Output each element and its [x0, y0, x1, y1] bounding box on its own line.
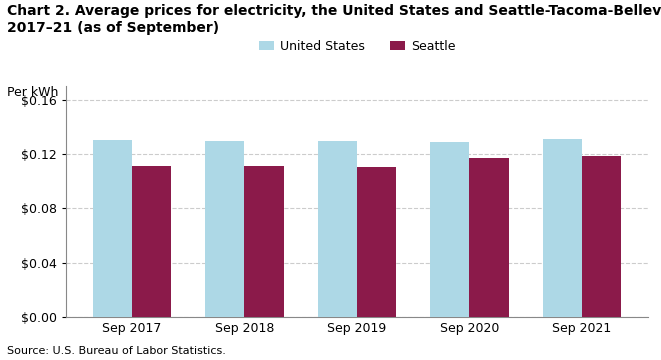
Bar	[357, 167, 397, 317]
Bar	[245, 166, 284, 317]
Text: Chart 2. Average prices for electricity, the United States and Seattle-Tacoma-Be: Chart 2. Average prices for electricity,…	[7, 4, 661, 35]
Text: Per kWh: Per kWh	[7, 86, 58, 99]
Bar	[317, 141, 357, 317]
Bar	[543, 139, 582, 317]
Bar	[582, 156, 621, 317]
Bar	[469, 158, 509, 317]
Bar	[132, 166, 171, 317]
Legend: United States, Seattle: United States, Seattle	[254, 35, 460, 58]
Bar	[205, 141, 245, 317]
Text: Source: U.S. Bureau of Labor Statistics.: Source: U.S. Bureau of Labor Statistics.	[7, 346, 225, 356]
Bar	[430, 142, 469, 317]
Bar	[93, 140, 132, 317]
